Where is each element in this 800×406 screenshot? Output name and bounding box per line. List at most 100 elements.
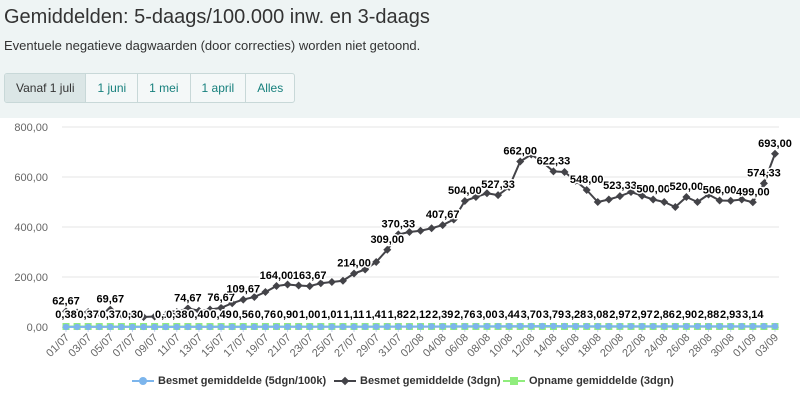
data-point-diamond [449,215,458,224]
data-label: 69,67 [97,294,125,306]
data-point-diamond [604,195,613,204]
y-tick-label: 800,00 [14,122,48,134]
data-label-halo: 520,00 [670,181,704,193]
legend-item-opname-3dgn[interactable]: Opname gemiddelde (3dgn) [503,375,674,387]
data-label-halo: 2,76 [454,309,475,321]
data-point-circle [583,323,590,330]
data-point-circle [661,323,668,330]
data-point-circle [240,323,247,331]
data-point-circle [738,323,745,330]
data-point-circle [406,323,413,330]
data-point-circle [328,323,336,330]
data-label: 3,79 [543,309,564,321]
data-label-halo: 109,67 [226,284,260,296]
data-label: 3,14 [742,309,764,321]
data-label-halo: 693,00 [758,138,792,150]
data-point-circle [73,323,81,331]
page-subtitle: Eventuele negatieve dagwaarden (door cor… [4,38,421,53]
data-point-diamond [560,168,569,176]
data-label: 2,88 [698,309,719,321]
data-point-circle [605,323,613,330]
data-label: 548,00 [570,174,604,186]
data-label: 2,76 [454,309,475,321]
data-point-diamond [505,183,514,191]
data-label: 499,00 [736,186,770,198]
x-tick-label: 06/08 [443,332,471,360]
data-label-halo: 622,33 [537,155,571,167]
data-point-circle [350,323,358,330]
data-point-circle [450,323,457,330]
data-label-halo: 1,11 [344,309,365,321]
data-point-circle [184,323,192,331]
data-point-diamond [460,197,469,205]
data-point-diamond [172,308,181,316]
x-tick-label: 01/07 [44,332,72,360]
data-label-halo: 69,67 [97,294,125,306]
x-tick-label: 23/07 [288,332,316,360]
data-label: 0,49 [210,309,231,321]
data-point-diamond [748,198,757,207]
range-button-1-juni[interactable]: 1 juni [85,74,137,102]
data-point-circle [749,323,757,330]
data-point-diamond [95,309,104,318]
data-label-halo: 499,00 [736,186,770,198]
data-label: 3,70 [521,309,542,321]
data-point-circle [284,323,291,330]
data-label: 0,25 [155,309,176,321]
data-label-halo: 0,30 [122,309,143,321]
data-label: 214,00 [337,258,371,270]
data-point-circle [505,322,513,330]
data-point-circle [428,323,435,330]
data-point-circle [173,323,180,331]
data-label-halo: 2,97 [631,309,652,321]
legend-item-besmet-5dgn[interactable]: Besmet gemiddelde (5dgn/100k) [132,375,326,387]
data-label-halo: 0,38 [166,309,187,321]
range-button-1-mei[interactable]: 1 mei [137,74,189,102]
range-button-vanaf-1-juli[interactable]: Vanaf 1 juli [5,74,86,102]
x-tick-label: 13/07 [177,332,205,360]
data-label: 0,40 [188,309,209,321]
data-label: 0,38 [166,309,187,321]
data-point-circle [140,323,147,331]
data-label-halo: 2,93 [720,309,741,321]
data-label-halo: 504,00 [448,185,482,197]
data-label: 2,90 [676,309,697,321]
x-tick-label: 03/07 [66,332,94,360]
data-point-circle [627,323,635,330]
x-tick-label: 14/08 [532,332,560,360]
data-label-halo: 523,33 [603,180,637,192]
data-point-circle [84,323,92,331]
data-point-diamond [416,226,425,235]
series-line [65,153,776,318]
legend-square-icon [503,376,525,386]
data-point-circle [372,323,380,330]
data-label: 76,67 [207,292,235,304]
data-label-halo: 62,67 [52,295,80,307]
data-label: 163,67 [293,270,327,282]
data-label: 574,33 [747,167,781,179]
data-point-diamond [239,295,248,304]
data-point-circle [295,323,302,330]
x-tick-label: 12/08 [509,332,537,360]
y-tick-label: 0,00 [27,322,48,334]
data-point-diamond [715,196,724,205]
data-label-halo: 574,33 [747,167,781,179]
data-point-circle [561,322,568,330]
data-point-circle [361,323,369,330]
data-label-halo: 662,00 [503,146,537,158]
legend-item-besmet-3dgn[interactable]: Besmet gemiddelde (3dgn) [334,375,501,387]
data-label: 62,67 [52,295,80,307]
data-point-circle [251,323,258,331]
data-label-halo: 164,00 [260,270,294,282]
data-point-circle [62,323,70,331]
range-button-alles[interactable]: Alles [245,74,294,102]
data-point-diamond [84,308,93,316]
data-point-diamond [62,307,70,316]
data-point-circle [649,323,657,330]
data-point-diamond [538,158,547,166]
data-label: 3,28 [565,309,586,321]
data-label-halo: 0,90 [277,309,298,321]
range-button-1-april[interactable]: 1 april [189,74,246,102]
data-point-diamond [383,245,392,254]
data-point-diamond [693,198,702,206]
